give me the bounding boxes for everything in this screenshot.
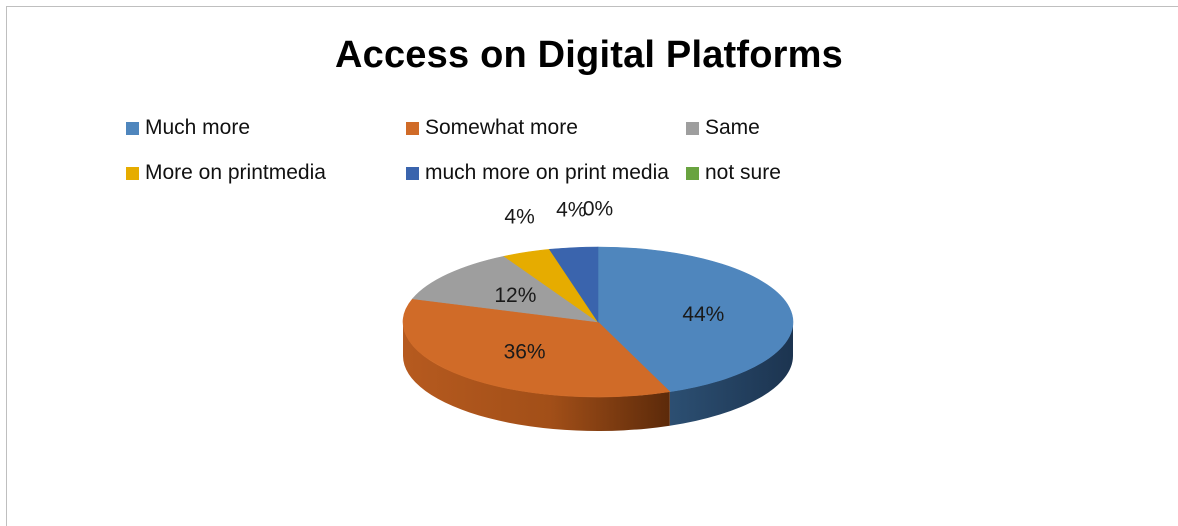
- pie-slice: [402, 298, 671, 398]
- legend-swatch: [686, 121, 699, 135]
- data-label: 44%: [682, 303, 724, 326]
- legend-label: much more on print media: [425, 161, 669, 184]
- legend-item: Much more: [126, 113, 250, 143]
- data-label: 4%: [556, 198, 586, 221]
- pie-slice: [548, 246, 599, 323]
- legend-item: Same: [686, 113, 760, 143]
- pie-data-labels: 44%36%12%4% 4%0%: [494, 198, 724, 364]
- legend-swatch: [126, 121, 139, 135]
- data-label: 12%: [494, 284, 536, 307]
- legend-item: Somewhat more: [406, 113, 578, 143]
- pie-sides: [403, 322, 793, 431]
- legend-item: More on printmedia: [126, 158, 326, 188]
- chart-title: Access on Digital Platforms: [335, 34, 843, 76]
- legend-swatch: [686, 166, 699, 180]
- pie-slice: [597, 246, 794, 393]
- legend-label: Same: [705, 116, 760, 139]
- data-label: 0%: [583, 198, 613, 221]
- legend-swatch: [406, 121, 419, 135]
- pie-slice-side: [669, 322, 793, 426]
- legend-item: much more on print media: [406, 158, 669, 188]
- data-label: 36%: [504, 341, 546, 364]
- pie-slice-side: [403, 322, 670, 431]
- pie-slices: [402, 246, 794, 398]
- legend-label: Somewhat more: [425, 116, 578, 139]
- legend-label: Much more: [145, 116, 251, 139]
- data-label: 4%: [504, 205, 534, 228]
- pie-slice: [411, 255, 599, 323]
- legend-label: not sure: [705, 161, 781, 184]
- legend-swatch: [126, 166, 139, 180]
- legend-item: not sure: [686, 158, 781, 188]
- legend-swatch: [406, 166, 419, 180]
- chart-legend: Much more Somewhat more Same More on printm…: [126, 113, 926, 203]
- legend-label: More on printmedia: [145, 161, 326, 184]
